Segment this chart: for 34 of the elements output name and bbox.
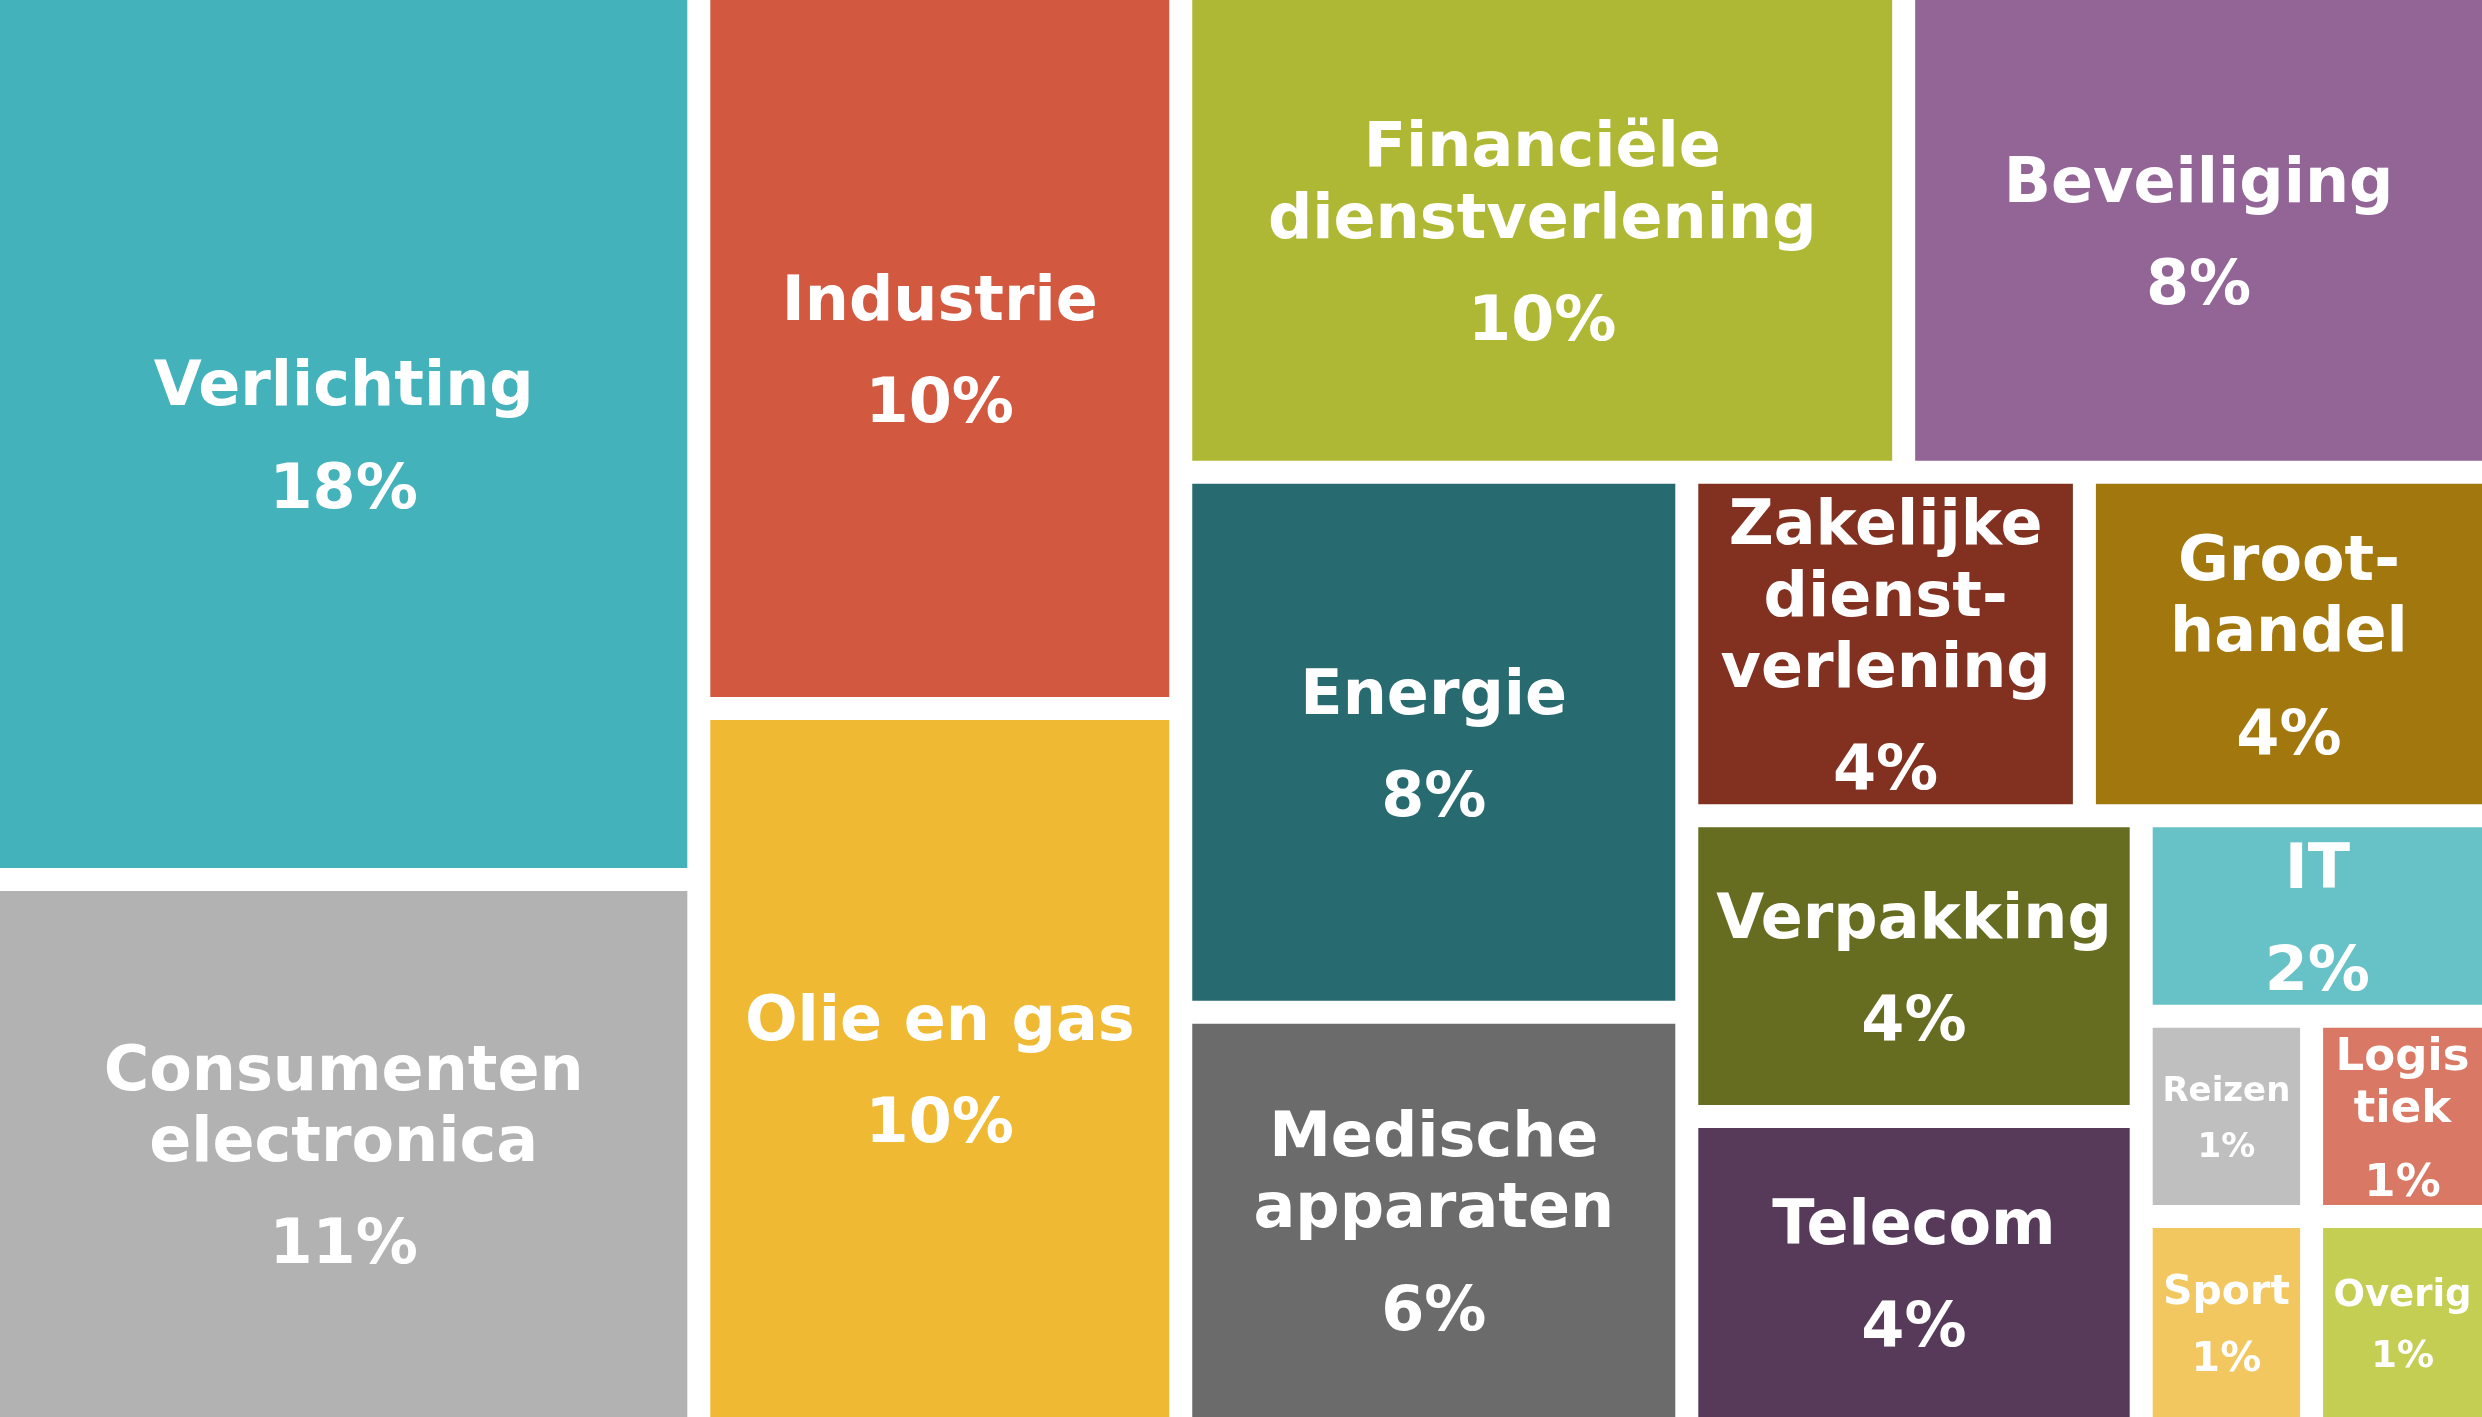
- category-label: Industrie: [781, 261, 1098, 335]
- data-label: 1%: [2364, 1153, 2441, 1207]
- data-label: 10%: [865, 364, 1014, 438]
- data-label: 18%: [269, 449, 418, 523]
- category-label: Overig: [2333, 1271, 2472, 1315]
- category-label: Consumenten electronica: [103, 1031, 584, 1177]
- category-label: Zakelijke dienst-verlening: [1720, 486, 2051, 702]
- category-label: Logistiek: [2335, 1027, 2470, 1133]
- data-label: 10%: [865, 1084, 1014, 1158]
- category-label: Medische apparaten: [1253, 1098, 1615, 1243]
- data-label: 1%: [2191, 1333, 2262, 1382]
- data-label: 4%: [1832, 731, 1939, 805]
- data-label: 8%: [1381, 758, 1487, 832]
- category-label: Energie: [1300, 655, 1568, 729]
- data-label: 6%: [1381, 1271, 1487, 1345]
- data-label: 2%: [2264, 931, 2370, 1005]
- data-label: 4%: [2236, 695, 2342, 769]
- category-label: Reizen: [2162, 1068, 2291, 1109]
- data-label: 10%: [1468, 281, 1617, 355]
- data-label: 1%: [2197, 1124, 2256, 1165]
- category-label: Telecom: [1772, 1185, 2056, 1259]
- data-label: 8%: [2145, 246, 2252, 320]
- data-label: 11%: [269, 1205, 418, 1279]
- category-label: Verpakking: [1716, 879, 2112, 953]
- category-label: Beveiliging: [2003, 143, 2394, 217]
- data-label: 1%: [2371, 1332, 2434, 1376]
- data-label: 4%: [1861, 981, 1967, 1055]
- category-label: Sport: [2162, 1265, 2290, 1314]
- category-label: Olie en gas: [744, 981, 1135, 1055]
- category-label: IT: [2284, 829, 2351, 903]
- data-label: 4%: [1861, 1288, 1967, 1362]
- category-label: Financiële dienstverlening: [1267, 108, 1817, 253]
- category-label: Groot-handel: [2170, 521, 2408, 667]
- category-label: Verlichting: [153, 347, 534, 421]
